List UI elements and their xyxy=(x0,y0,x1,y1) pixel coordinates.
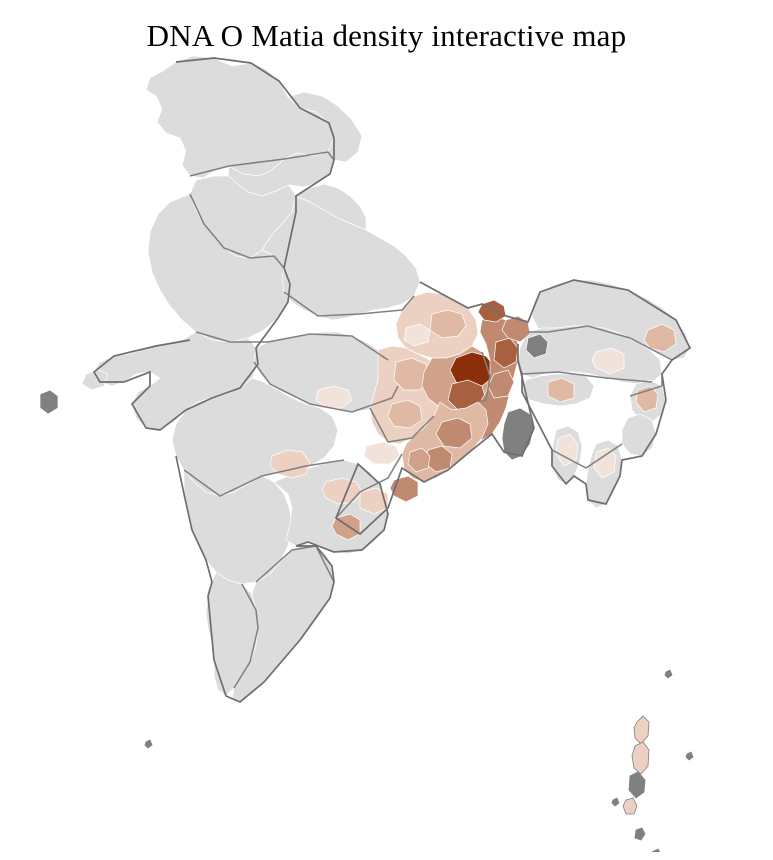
india-map-svg[interactable] xyxy=(0,52,773,852)
region-mp-shade-a[interactable] xyxy=(270,450,310,478)
region-tripura-shade-a[interactable] xyxy=(556,434,578,466)
region-cg-shade-b[interactable] xyxy=(388,400,422,428)
india-choropleth-map[interactable] xyxy=(0,52,773,852)
state-border-punjab-rajasthan xyxy=(190,194,284,268)
state-borders-overlay xyxy=(184,152,672,688)
region-odisha-shade-d[interactable] xyxy=(408,448,430,472)
state-border-assam-meghalaya xyxy=(522,372,652,382)
state-border-north xyxy=(190,152,334,176)
region-mp-shade-b[interactable] xyxy=(322,478,362,504)
state-border-up-mp xyxy=(284,292,414,316)
nation-border-path xyxy=(94,58,334,430)
region-mizoram-shade-a[interactable] xyxy=(594,448,616,478)
region-ladakh[interactable] xyxy=(288,92,362,162)
state-border-tripura-mizoram xyxy=(552,444,622,468)
region-assam-shade-a[interactable] xyxy=(592,348,624,374)
andaman-nicobar-group xyxy=(144,669,694,852)
state-border-kerala-tn xyxy=(234,584,258,688)
nation-border-east xyxy=(420,280,690,504)
region-rajasthan[interactable] xyxy=(148,194,290,342)
island-north-andaman[interactable] xyxy=(633,715,650,745)
island-middle-andaman[interactable] xyxy=(631,741,650,775)
region-kutch-masked[interactable] xyxy=(40,390,58,414)
island-little-andaman[interactable] xyxy=(622,797,638,815)
region-jharkhand-hot[interactable] xyxy=(450,352,494,388)
region-corridor-masked[interactable] xyxy=(526,334,548,358)
island-dot-c[interactable] xyxy=(611,797,620,807)
state-border-odisha-ap xyxy=(336,454,402,518)
island-south-andaman[interactable] xyxy=(628,771,646,799)
nation-border-coast-west xyxy=(176,360,534,702)
region-mp-shade-c[interactable] xyxy=(316,386,352,408)
island-car-nicobar[interactable] xyxy=(634,827,646,841)
eastern-hot-belt-group xyxy=(332,300,534,540)
region-bihar-shade-b[interactable] xyxy=(404,324,430,346)
state-border-maharashtra-south xyxy=(184,460,344,496)
region-manipur[interactable] xyxy=(622,414,656,456)
region-goa-karnataka[interactable] xyxy=(184,470,292,584)
island-great-nicobar[interactable] xyxy=(651,848,662,852)
page-title: DNA O Matia density interactive map xyxy=(146,18,627,53)
nation-outline-overlay xyxy=(94,58,690,702)
island-dot-b[interactable] xyxy=(685,751,694,761)
state-border-rajasthan-mp xyxy=(196,332,388,360)
state-border-jharkhand-wb xyxy=(478,352,490,402)
region-uttarakhand[interactable] xyxy=(296,184,366,230)
state-border-karnataka-tn xyxy=(256,546,334,582)
state-border-ne-assam xyxy=(528,326,672,360)
region-siliguri-corridor[interactable] xyxy=(502,316,530,342)
region-arunachal-shade-a[interactable] xyxy=(644,324,676,352)
region-mp-shade-d[interactable] xyxy=(364,442,400,464)
state-border-mp-maharashtra xyxy=(254,362,398,412)
region-odisha-shade-a[interactable] xyxy=(436,418,472,448)
region-meghalaya-shade-a[interactable] xyxy=(548,378,574,402)
connector-strip-group xyxy=(502,316,548,358)
state-border-cg-odisha xyxy=(370,408,434,442)
island-lakshadweep-dot[interactable] xyxy=(144,739,153,749)
northeast-group xyxy=(518,280,690,508)
island-dot-a[interactable] xyxy=(664,669,673,679)
region-bihar-shade-a[interactable] xyxy=(430,310,466,338)
pale-belt-group xyxy=(254,184,478,504)
